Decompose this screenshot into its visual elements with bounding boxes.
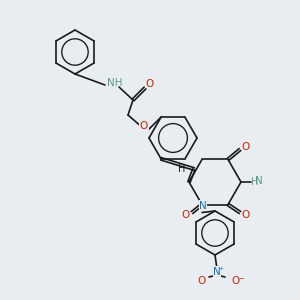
Text: O: O	[197, 276, 205, 286]
Text: H: H	[251, 177, 259, 187]
Text: H: H	[178, 164, 186, 174]
Text: +: +	[218, 266, 224, 271]
Text: O: O	[231, 276, 239, 286]
Text: N: N	[199, 200, 207, 211]
Text: N: N	[255, 176, 263, 186]
Text: O: O	[140, 121, 148, 131]
Text: N: N	[213, 267, 221, 277]
Text: O: O	[241, 142, 249, 152]
Text: NH: NH	[107, 78, 122, 88]
Text: O: O	[241, 209, 249, 220]
Text: O: O	[181, 209, 189, 220]
Text: O: O	[146, 79, 154, 89]
Text: −: −	[238, 276, 244, 282]
